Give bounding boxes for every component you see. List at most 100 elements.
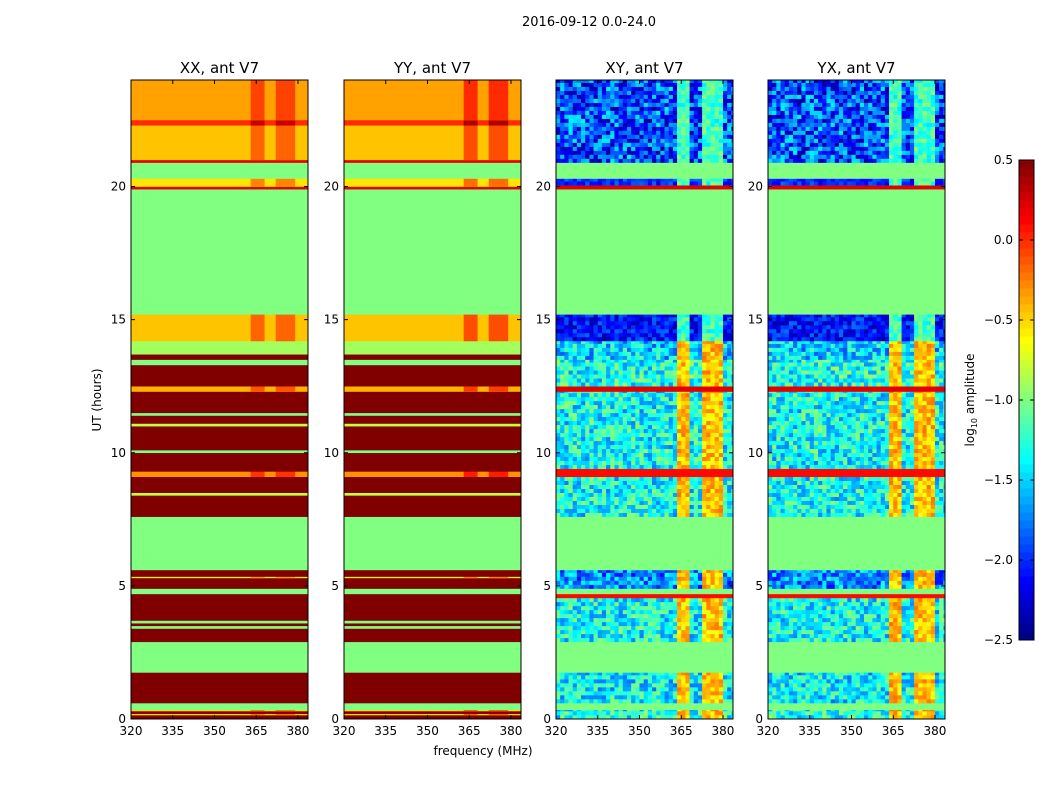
heatmap-cell: [626, 679, 632, 684]
heatmap-cell: [643, 699, 649, 704]
heatmap-cell: [610, 569, 615, 573]
heatmap-cell: [660, 142, 665, 147]
heatmap-cell: [601, 106, 607, 111]
heatmap-cell: [780, 675, 785, 680]
heatmap-cell: [851, 679, 856, 684]
heatmap-cell: [731, 351, 734, 356]
heatmap-cell: [731, 178, 734, 182]
heatmap-cell: [714, 420, 720, 426]
heatmap-cell: [614, 621, 619, 627]
heatmap-cell: [718, 576, 724, 581]
heatmap-cell: [581, 118, 586, 123]
heatmap-cell: [581, 332, 586, 338]
heatmap-cell: [635, 432, 640, 438]
heatmap-cell: [652, 392, 657, 398]
heatmap-cell: [697, 359, 703, 363]
heatmap-cell: [697, 625, 703, 631]
heatmap-cell: [681, 576, 686, 581]
heatmap-cell: [618, 488, 624, 493]
heatmap-cell: [718, 110, 724, 115]
heatmap-cell: [656, 378, 661, 383]
heatmap-cell: [606, 359, 611, 363]
heatmap-cell: [656, 396, 661, 402]
heatmap-cell: [593, 362, 599, 367]
heatmap-cell: [706, 605, 711, 611]
heatmap-cell: [589, 683, 594, 688]
heatmap-cell: [731, 314, 734, 318]
heatmap-cell: [718, 90, 724, 95]
heatmap-cell: [656, 343, 661, 348]
heatmap-cell: [934, 711, 940, 716]
heatmap-cell: [914, 687, 919, 692]
heatmap-cell: [614, 404, 619, 410]
heatmap-cell: [593, 508, 599, 513]
heatmap-cell: [614, 396, 619, 402]
heatmap-cell: [560, 138, 565, 143]
heatmap-cell: [618, 576, 624, 581]
heatmap-cell: [639, 476, 644, 482]
heatmap-cell: [639, 629, 644, 635]
heatmap-cell: [664, 340, 670, 344]
heatmap-cell: [702, 633, 707, 639]
heatmap-cell: [556, 181, 561, 186]
heatmap-cell: [560, 118, 565, 123]
heatmap-cell: [677, 351, 682, 356]
heatmap-cell: [876, 672, 882, 676]
heatmap-cell: [647, 695, 653, 700]
heatmap-cell: [813, 715, 819, 720]
heatmap-cell: [714, 314, 720, 318]
heatmap-band: [131, 186, 308, 190]
heatmap-cell: [851, 709, 856, 712]
heatmap-cell: [672, 400, 678, 406]
heatmap-cell: [585, 504, 590, 509]
heatmap-cell: [614, 484, 619, 489]
heatmap-cell: [647, 572, 653, 577]
heatmap-band: [131, 641, 308, 673]
heatmap-cell: [660, 621, 665, 627]
heatmap-cell: [556, 374, 561, 379]
heatmap-cell: [731, 444, 734, 450]
heatmap-cell: [639, 436, 644, 442]
heatmap-cell: [618, 508, 624, 513]
heatmap-cell: [689, 476, 695, 482]
heatmap-cell: [556, 500, 561, 505]
heatmap-cell: [614, 584, 619, 589]
heatmap-cell: [610, 504, 615, 509]
heatmap-cell: [909, 679, 915, 684]
heatmap-hot-column: [250, 471, 265, 478]
heatmap-cell: [626, 424, 632, 430]
heatmap-cell: [585, 134, 590, 139]
heatmap-cell: [622, 82, 628, 87]
heatmap-cell: [702, 605, 707, 611]
heatmap-cell: [589, 709, 594, 712]
heatmap-cell: [797, 695, 802, 700]
heatmap-cell: [702, 436, 707, 442]
heatmap-cell: [572, 576, 578, 581]
heatmap-cell: [585, 355, 590, 360]
heatmap-cell: [722, 672, 728, 676]
heatmap-cell: [614, 138, 619, 143]
heatmap-cell: [576, 569, 582, 573]
heatmap-cell: [727, 355, 732, 360]
heatmap-cell: [656, 154, 661, 159]
heatmap-cell: [710, 154, 715, 159]
heatmap-cell: [626, 374, 632, 379]
heatmap-cell: [693, 709, 699, 712]
heatmap-cell: [838, 675, 844, 680]
heatmap-cell: [576, 672, 582, 676]
heatmap-cell: [668, 613, 674, 619]
heatmap-cell: [560, 391, 565, 394]
heatmap-cell: [718, 488, 724, 493]
heatmap-cell: [593, 460, 599, 466]
heatmap-cell: [706, 90, 711, 95]
heatmap-cell: [647, 332, 653, 338]
heatmap-cell: [568, 408, 573, 414]
heatmap-cell: [714, 391, 720, 394]
heatmap-cell: [706, 424, 711, 430]
heatmap-cell: [838, 715, 844, 720]
heatmap-cell: [714, 154, 720, 159]
heatmap-cell: [606, 90, 611, 95]
heatmap-cell: [556, 476, 561, 482]
heatmap-cell: [805, 709, 811, 712]
heatmap-cell: [685, 613, 690, 619]
